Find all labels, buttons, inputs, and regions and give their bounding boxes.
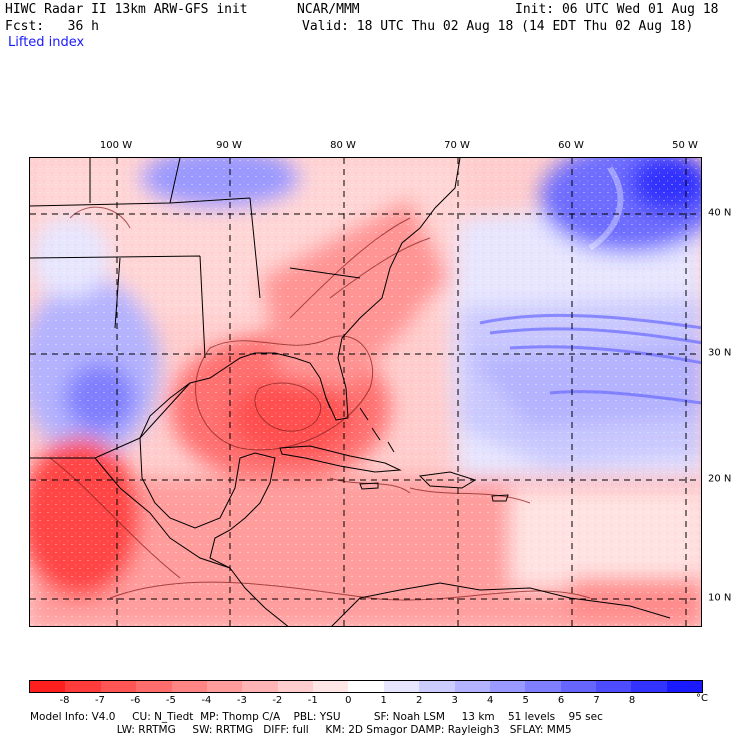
lat-label: 10 N bbox=[708, 592, 732, 604]
colorbar-swatch bbox=[560, 681, 596, 692]
map-canvas bbox=[30, 158, 701, 626]
colorbar-tick-label: 4 bbox=[486, 695, 494, 706]
lifted-index-map bbox=[29, 157, 702, 627]
lon-label: 90 W bbox=[216, 140, 242, 151]
colorbar-swatch bbox=[525, 681, 561, 692]
colorbar-tick-label: -7 bbox=[94, 695, 105, 706]
colorbar-swatch bbox=[206, 681, 243, 692]
colorbar-swatch bbox=[419, 681, 455, 692]
colorbar-tick-label: -1 bbox=[307, 695, 318, 706]
lon-label: 70 W bbox=[444, 140, 470, 151]
lon-label: 80 W bbox=[330, 140, 356, 151]
colorbar-tick-label: 0 bbox=[345, 695, 352, 706]
colorbar-tick-label: -5 bbox=[165, 695, 176, 706]
colorbar-swatch bbox=[30, 681, 66, 692]
colorbar-tick-label: 1 bbox=[380, 695, 387, 706]
colorbar-swatch bbox=[136, 681, 172, 692]
colorbar-swatch bbox=[65, 681, 101, 692]
colorbar-tick-label: 6 bbox=[557, 695, 565, 706]
colorbar bbox=[29, 680, 703, 693]
lon-label: 100 W bbox=[99, 140, 133, 151]
colorbar-tick-label: -3 bbox=[236, 695, 247, 706]
colorbar-swatch bbox=[631, 681, 667, 692]
colorbar-tick-label: 8 bbox=[628, 695, 636, 706]
colorbar-unit: °C bbox=[696, 693, 708, 704]
colorbar-tick-label: 2 bbox=[416, 695, 423, 706]
lon-label: 50 W bbox=[672, 140, 698, 151]
colorbar-swatch bbox=[489, 681, 526, 692]
colorbar-swatch bbox=[171, 681, 207, 692]
colorbar-swatch bbox=[666, 681, 703, 692]
lon-label: 60 W bbox=[558, 140, 584, 151]
model-info-line1: Model Info: V4.0 CU: N_Tiedt MP: Thomp C… bbox=[30, 711, 603, 723]
model-info-line2: LW: RRTMG SW: RRTMG DIFF: full KM: 2D Sm… bbox=[30, 724, 572, 736]
colorbar-tick-label: -4 bbox=[201, 695, 212, 706]
lat-label: 30 N bbox=[708, 347, 732, 359]
colorbar-swatch bbox=[100, 681, 137, 692]
colorbar-tick-label: -2 bbox=[272, 695, 283, 706]
lat-label: 20 N bbox=[708, 473, 732, 485]
colorbar-swatch bbox=[596, 681, 632, 692]
colorbar-swatch bbox=[277, 681, 313, 692]
colorbar-swatch bbox=[348, 681, 384, 692]
blue-streaks bbox=[479, 166, 701, 405]
colorbar-tick-label: -8 bbox=[59, 695, 70, 706]
lat-label: 40 N bbox=[708, 207, 732, 219]
colorbar-swatch bbox=[383, 681, 420, 692]
model-title: HIWC Radar II 13km ARW-GFS init bbox=[5, 2, 248, 17]
colorbar-tick-label: 5 bbox=[522, 695, 529, 706]
forecast-hour: Fcst: 36 h bbox=[5, 19, 99, 34]
colorbar-tick-label: 3 bbox=[451, 695, 458, 706]
colorbar-swatch bbox=[313, 681, 349, 692]
field-name: Lifted index bbox=[8, 35, 85, 50]
colorbar-swatch bbox=[454, 681, 490, 692]
colorbar-tick-label: 7 bbox=[593, 695, 600, 706]
init-time: Init: 06 UTC Wed 01 Aug 18 bbox=[515, 2, 719, 17]
li-contours bbox=[49, 206, 591, 601]
lat-lon-grid bbox=[30, 158, 701, 626]
colorbar-tick-label: -6 bbox=[130, 695, 141, 706]
colorbar-swatch bbox=[242, 681, 278, 692]
center-label: NCAR/MMM bbox=[297, 2, 360, 17]
valid-time: Valid: 18 UTC Thu 02 Aug 18 (14 EDT Thu … bbox=[302, 19, 694, 34]
